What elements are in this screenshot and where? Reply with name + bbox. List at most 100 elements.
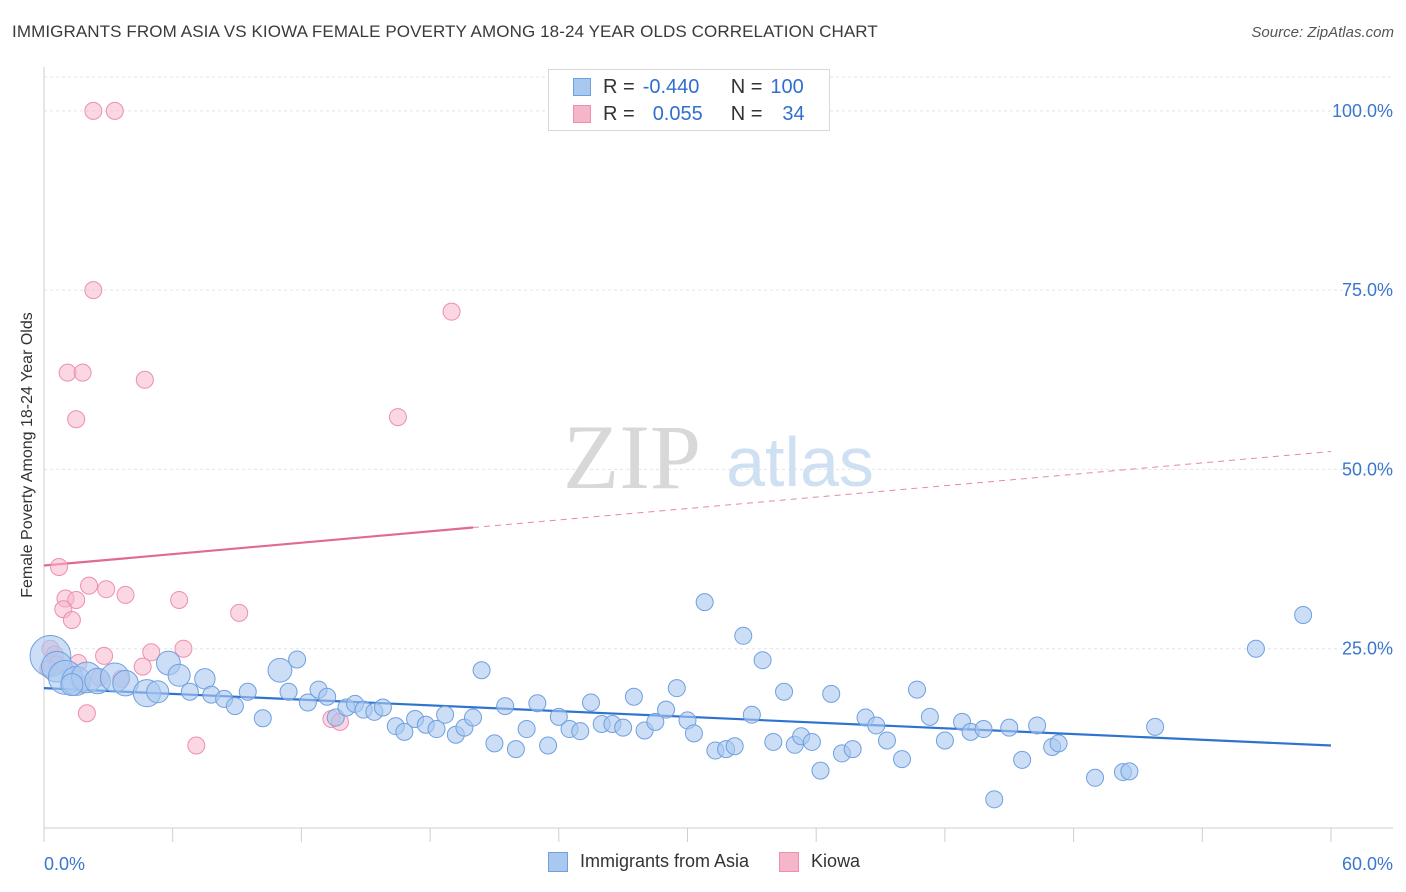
kiowa-point (230, 603, 249, 622)
kiowa-point (97, 580, 116, 599)
asia-point (1049, 734, 1068, 753)
legend-swatch-kiowa (573, 105, 591, 123)
y-tick-label: 50.0% (1342, 459, 1393, 479)
asia-point (775, 682, 794, 701)
asia-point (427, 720, 446, 739)
kiowa-point (58, 363, 77, 382)
trend-line-kiowa-projection (472, 451, 1332, 529)
series-swatch-asia (548, 851, 568, 872)
asia-point (373, 698, 392, 717)
asia-point (60, 673, 84, 697)
kiowa-point (67, 590, 86, 609)
trend-line-kiowa (43, 526, 474, 567)
asia-point (695, 593, 714, 612)
asia-point (822, 684, 841, 703)
chart-title: IMMIGRANTS FROM ASIA VS KIOWA FEMALE POV… (12, 22, 878, 41)
asia-point (667, 679, 686, 698)
legend-swatch-asia (573, 78, 591, 96)
watermark: ZIP atlas (563, 406, 874, 508)
kiowa-point (187, 736, 206, 755)
asia-point (1000, 718, 1019, 737)
kiowa-point (105, 101, 124, 120)
y-tick-label: 75.0% (1342, 280, 1393, 300)
asia-point (436, 705, 455, 724)
kiowa-point (84, 281, 103, 300)
asia-point (893, 750, 911, 769)
asia-point (614, 718, 633, 737)
asia-point (920, 707, 939, 726)
legend-r-label: R = (603, 102, 635, 125)
kiowa-point (95, 646, 114, 665)
kiowa-point (170, 590, 189, 609)
asia-point (472, 661, 491, 680)
y-tick-label: 25.0% (1342, 639, 1393, 659)
asia-point (725, 737, 744, 756)
series-legend-label-asia: Immigrants from Asia (580, 851, 750, 871)
asia-point (267, 657, 293, 683)
legend-r-value-asia: -0.440 (642, 75, 700, 98)
asia-point (539, 736, 558, 755)
asia-point (288, 650, 307, 669)
asia-point (811, 761, 830, 780)
asia-point (1013, 750, 1032, 769)
asia-point (549, 707, 568, 726)
source-note: Source: ZipAtlas.com (1251, 24, 1394, 41)
asia-point (1028, 716, 1047, 735)
asia-point (1146, 717, 1165, 736)
kiowa-point (77, 704, 96, 723)
asia-point (753, 651, 772, 670)
kiowa-point (50, 557, 69, 576)
kiowa-point (67, 410, 86, 429)
asia-point (298, 693, 317, 712)
asia-point (464, 708, 482, 727)
asia-point (802, 732, 821, 751)
series-legend-kiowa: Kiowa (779, 851, 860, 872)
series-legend-label-kiowa: Kiowa (811, 851, 861, 871)
asia-point (1294, 606, 1313, 625)
asia-points (29, 593, 1313, 809)
legend-n-label: N = (730, 75, 763, 98)
asia-point (843, 740, 862, 759)
asia-point (974, 720, 993, 739)
asia-point (506, 740, 525, 759)
source-value: ZipAtlas.com (1307, 24, 1394, 41)
asia-point (485, 734, 504, 753)
legend-row-asia: R = -0.440 N = 100 (573, 75, 804, 99)
kiowa-point (80, 576, 99, 595)
kiowa-point (442, 302, 461, 321)
asia-point (908, 680, 927, 699)
watermark-atlas: atlas (726, 423, 874, 501)
x-tick-label: 60.0% (1342, 854, 1393, 874)
x-tick-label: 0.0% (44, 854, 85, 874)
gridlines (44, 76, 1393, 650)
asia-point (571, 722, 590, 741)
asia-point (318, 687, 337, 706)
asia-point (657, 700, 676, 719)
asia-point (253, 709, 272, 728)
asia-point (1246, 639, 1265, 658)
tick-labels: 25.0% 50.0% 75.0% 100.0% 0.0% 60.0% (44, 101, 1393, 874)
asia-point (180, 682, 199, 701)
kiowa-point (135, 370, 154, 389)
asia-point (1120, 762, 1139, 781)
asia-point (167, 663, 191, 687)
legend-n-value-asia: 100 (770, 75, 804, 98)
correlation-legend: R = -0.440 N = 100 R = 0.055 N = 34 (548, 69, 830, 131)
legend-row-kiowa: R = 0.055 N = 34 (573, 102, 805, 126)
asia-point (146, 680, 170, 704)
series-legend: Immigrants from Asia Kiowa (548, 851, 890, 872)
asia-point (877, 731, 896, 750)
asia-point (742, 705, 761, 724)
asia-point (684, 724, 703, 743)
kiowa-point (174, 639, 193, 658)
kiowa-point (388, 408, 407, 427)
kiowa-point (73, 363, 92, 382)
legend-r-label: R = (603, 75, 635, 98)
axes (43, 67, 1393, 842)
asia-point (1086, 768, 1105, 787)
kiowa-point (84, 101, 103, 120)
asia-point (496, 697, 515, 716)
asia-point (395, 722, 414, 741)
asia-point (238, 682, 257, 701)
